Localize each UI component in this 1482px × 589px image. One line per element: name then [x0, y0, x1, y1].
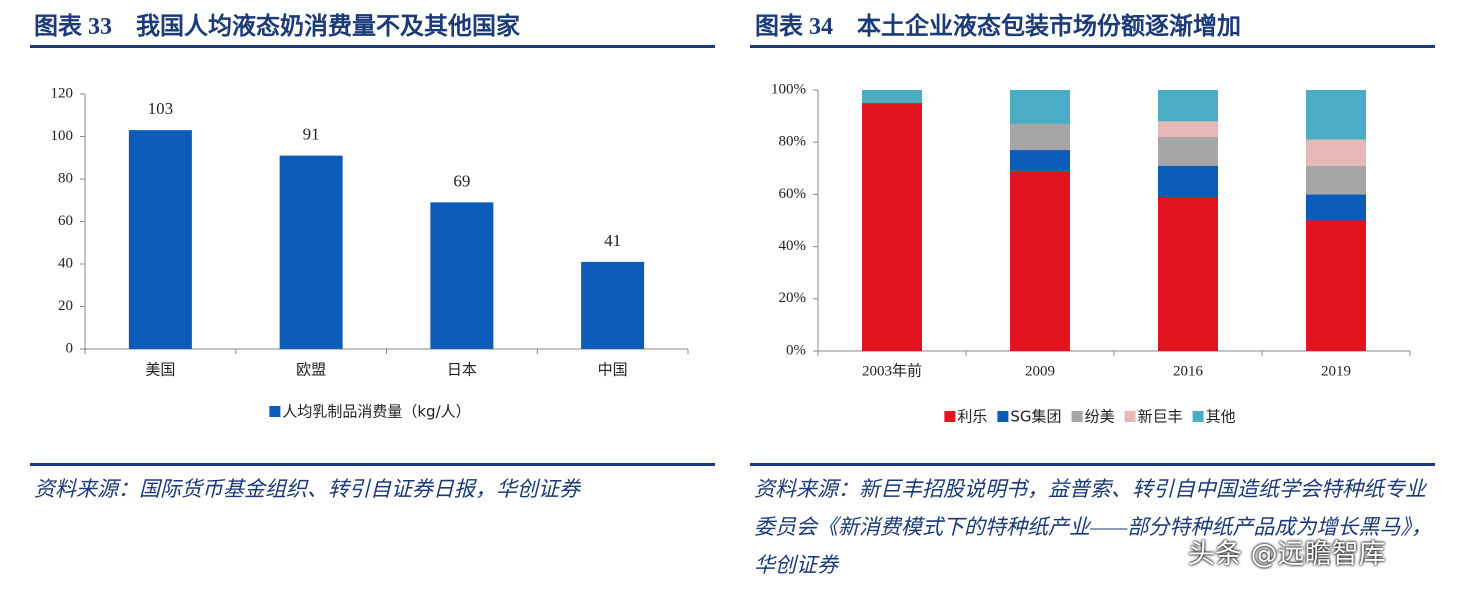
bar: [1010, 123, 1070, 151]
bar: [128, 130, 192, 349]
bar: [430, 202, 494, 349]
legend-label: 人均乳制品消费量（kg/人）: [282, 403, 470, 421]
bar: [1158, 121, 1218, 137]
y-tick-label: 40%: [779, 238, 807, 254]
legend-label: SG集团: [1010, 408, 1061, 426]
bar: [1010, 170, 1070, 351]
legend-swatch: [997, 411, 1009, 422]
bar: [1306, 220, 1366, 351]
y-tick-label: 40: [58, 255, 73, 271]
bar: [279, 155, 343, 349]
y-tick-label: 0%: [786, 342, 806, 358]
legend: 人均乳制品消费量（kg/人）: [269, 403, 471, 421]
y-tick-label: 100: [51, 128, 74, 144]
y-tick-label: 0: [66, 340, 74, 356]
bar: [1306, 139, 1366, 166]
chart-title: 图表 34 本土企业液态包装市场份额逐渐增加: [755, 14, 1241, 40]
bar: [1010, 90, 1070, 124]
bar: [1158, 90, 1218, 122]
y-tick-label: 100%: [771, 81, 806, 97]
bar: [862, 103, 922, 351]
x-tick-label: 日本: [447, 361, 477, 379]
rule: [30, 463, 715, 466]
x-tick-label: 2016: [1173, 363, 1204, 379]
legend-label: 其他: [1206, 408, 1236, 426]
data-label: 91: [303, 125, 320, 144]
bar: [1010, 150, 1070, 171]
bar: [1158, 197, 1218, 351]
data-label: 69: [453, 171, 470, 190]
x-tick-label: 2009: [1025, 363, 1055, 379]
x-tick-label: 美国: [145, 361, 175, 379]
x-tick-label: 2019: [1321, 363, 1351, 379]
y-tick-label: 120: [51, 85, 74, 101]
y-tick-label: 20%: [779, 290, 807, 306]
bar: [581, 261, 645, 349]
chart-title: 图表 33 我国人均液态奶消费量不及其他国家: [34, 14, 520, 40]
rule: [750, 45, 1435, 48]
legend-swatch: [269, 406, 281, 417]
bar: [1158, 165, 1218, 198]
x-tick-label: 中国: [598, 361, 628, 379]
legend-label: 纷美: [1085, 408, 1115, 426]
y-tick-label: 60: [58, 213, 73, 229]
legend: 利乐 SG集团 纷美 新巨丰 其他: [944, 408, 1236, 426]
legend-swatch: [1071, 411, 1083, 422]
rule: [30, 45, 715, 48]
legend-swatch: [1124, 411, 1136, 422]
source: 资料来源：国际货币基金组织、转引自证券日报，华创证券: [34, 477, 580, 501]
legend-label: 利乐: [957, 408, 987, 426]
bar: [1158, 136, 1218, 166]
legend-swatch: [1192, 411, 1204, 422]
bar: [1306, 165, 1366, 195]
bar: [862, 90, 922, 104]
source: 资料来源：新巨丰招股说明书，益普索、转引自中国造纸学会特种纸专业委员会《新消费模…: [754, 477, 1432, 577]
legend-swatch: [944, 411, 956, 422]
y-tick-label: 60%: [779, 186, 807, 202]
watermark: 头条 @远瞻智库: [1188, 539, 1386, 570]
bar: [1306, 90, 1366, 140]
y-tick-label: 80: [58, 170, 73, 186]
x-tick-label: 2003年前: [862, 362, 922, 379]
y-tick-label: 20: [58, 298, 73, 314]
data-label: 41: [604, 231, 621, 250]
x-tick-label: 欧盟: [296, 361, 326, 379]
data-label: 103: [148, 99, 174, 118]
rule: [750, 463, 1435, 466]
bar: [1306, 194, 1366, 221]
legend-label: 新巨丰: [1138, 408, 1183, 426]
y-tick-label: 80%: [779, 134, 807, 150]
